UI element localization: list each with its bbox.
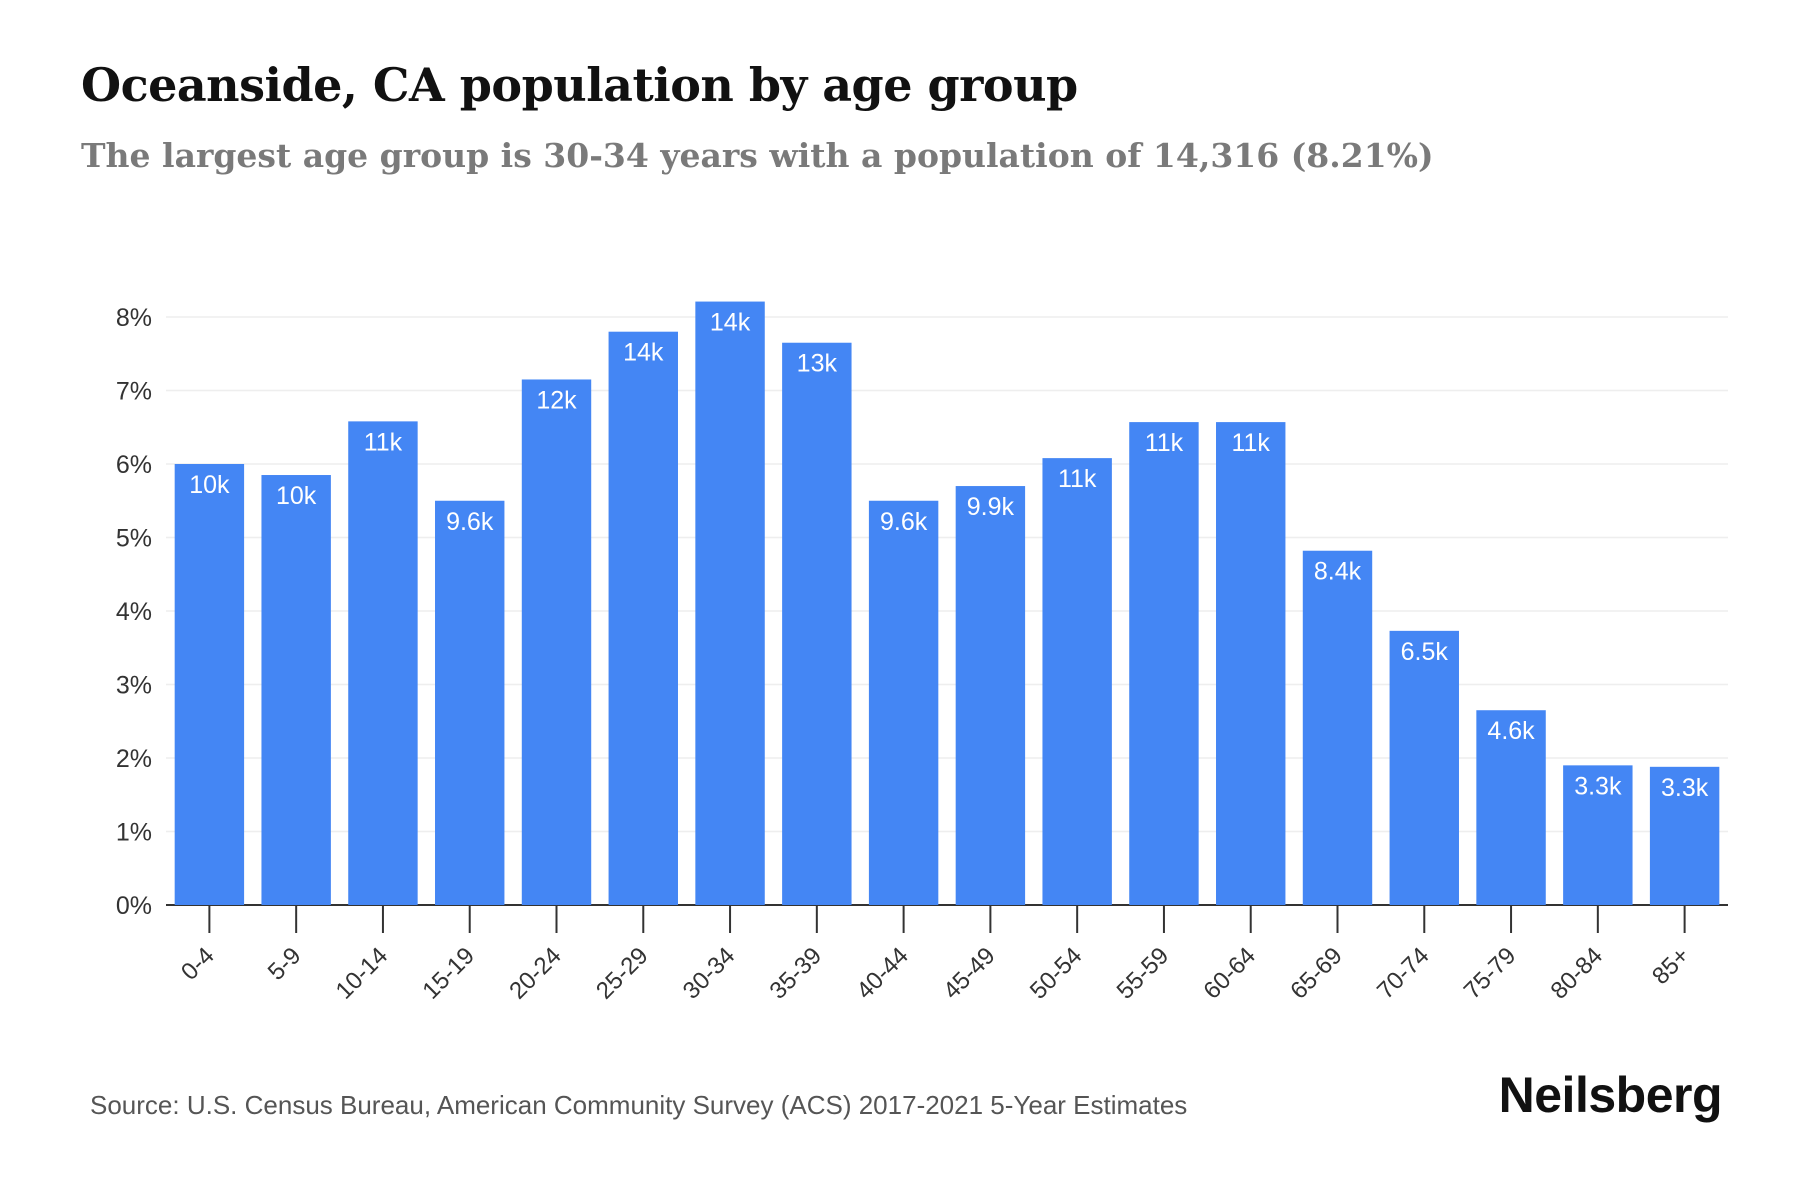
data-label: 6.5k	[1401, 638, 1449, 666]
bar-30-34[interactable]	[695, 301, 765, 905]
x-tick-label: 50-54	[1025, 942, 1088, 1005]
x-tick-label: 20-24	[504, 942, 567, 1005]
x-tick-label: 25-29	[591, 942, 654, 1005]
bar-25-29[interactable]	[608, 331, 678, 905]
y-tick-label: 6%	[116, 451, 152, 479]
bar-10-14[interactable]	[348, 421, 418, 905]
bar-65-69[interactable]	[1302, 550, 1373, 905]
data-label: 14k	[710, 309, 751, 337]
y-tick-label: 1%	[116, 819, 152, 847]
bar-45-49[interactable]	[955, 486, 1026, 905]
data-label: 11k	[1145, 429, 1184, 457]
bar-35-39[interactable]	[782, 342, 852, 906]
bar-85+[interactable]	[1649, 766, 1720, 905]
bar-60-64[interactable]	[1216, 422, 1286, 905]
x-tick-label: 45-49	[938, 942, 1001, 1005]
x-tick-label: 5-9	[263, 942, 307, 986]
chart-subtitle: The largest age group is 30-34 years wit…	[81, 136, 1434, 175]
bar-0-4[interactable]	[174, 464, 245, 905]
data-label: 13k	[797, 350, 838, 378]
x-tick-label: 80-84	[1546, 942, 1609, 1005]
data-label: 10k	[189, 471, 230, 499]
y-tick-label: 5%	[116, 525, 152, 553]
source-note: Source: U.S. Census Bureau, American Com…	[90, 1090, 1188, 1120]
data-label: 8.4k	[1314, 558, 1362, 586]
data-label: 3.3k	[1661, 774, 1709, 802]
bar-70-74[interactable]	[1389, 630, 1459, 905]
data-label: 11k	[1231, 429, 1270, 457]
data-label: 9.6k	[880, 508, 928, 536]
x-tick-label: 40-44	[851, 942, 914, 1005]
x-tick-label: 60-64	[1198, 942, 1261, 1005]
bar-80-84[interactable]	[1563, 765, 1633, 905]
x-tick-label: 35-39	[765, 942, 828, 1005]
y-tick-label: 8%	[116, 304, 152, 332]
y-tick-label: 2%	[116, 745, 152, 773]
x-tick-label: 55-59	[1112, 942, 1175, 1005]
brand-logo: Neilsberg	[1498, 1067, 1723, 1123]
bar-50-54[interactable]	[1042, 458, 1112, 905]
data-label: 9.6k	[446, 508, 494, 536]
bar-chart: 0% 1% 2% 3% 4% 5% 6% 7% 8% 10k 0-4 10k 5-9 11k 10-14 9.…	[116, 301, 1728, 1005]
x-tick-label: 10-14	[331, 942, 394, 1005]
data-label: 3.3k	[1574, 772, 1622, 800]
x-tick-label: 30-34	[678, 942, 741, 1005]
data-label: 11k	[364, 428, 403, 456]
data-label: 11k	[1058, 465, 1097, 493]
chart-title: Oceanside, CA population by age group	[81, 58, 1078, 112]
x-tick-label: 15-19	[417, 942, 480, 1005]
data-label: 14k	[623, 339, 664, 367]
y-tick-label: 4%	[116, 598, 152, 626]
data-label: 4.6k	[1487, 717, 1535, 745]
y-tick-label: 7%	[116, 378, 152, 406]
x-tick-label: 85+	[1647, 942, 1695, 990]
bar-40-44[interactable]	[868, 500, 939, 905]
bar-75-79[interactable]	[1476, 710, 1546, 905]
x-tick-label: 75-79	[1459, 942, 1522, 1005]
data-label: 12k	[536, 386, 577, 414]
y-tick-label: 0%	[116, 892, 152, 920]
bar-5-9[interactable]	[261, 475, 331, 905]
x-tick-label: 65-69	[1285, 942, 1348, 1005]
bar-15-19[interactable]	[435, 500, 505, 905]
y-tick-label: 3%	[116, 672, 152, 700]
x-tick-label: 70-74	[1372, 942, 1435, 1005]
bar-55-59[interactable]	[1129, 422, 1199, 905]
bar-20-24[interactable]	[521, 379, 592, 906]
data-label: 9.9k	[967, 493, 1015, 521]
x-tick-label: 0-4	[176, 942, 220, 986]
data-label: 10k	[276, 482, 317, 510]
